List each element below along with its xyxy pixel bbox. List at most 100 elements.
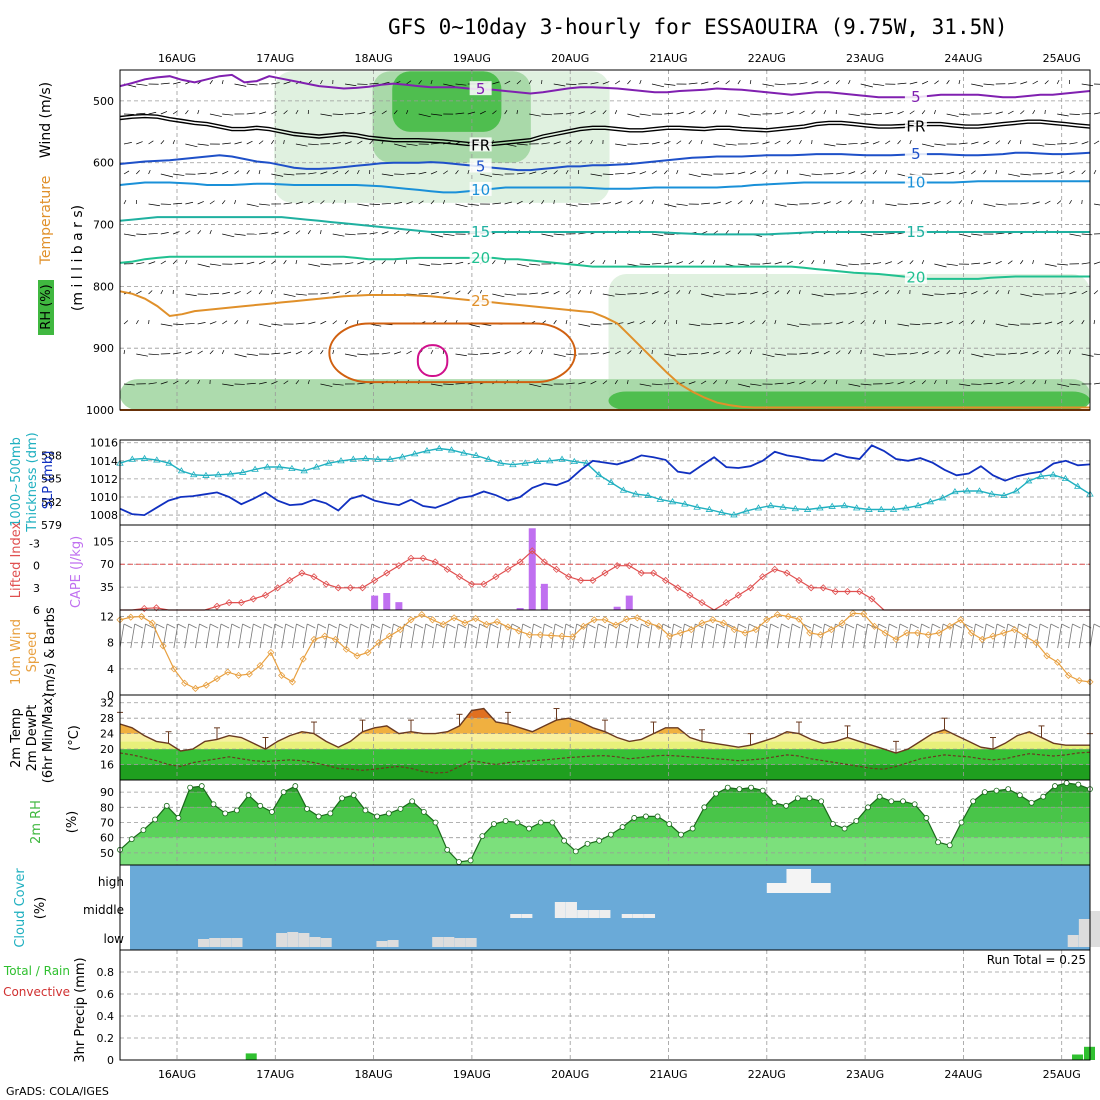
wind-barb [344,262,354,265]
rh-marker [946,842,953,849]
cloud-mid-block [632,914,644,918]
wind-speed-marker [730,626,738,634]
lifted-tick-label: 6 [33,604,40,617]
thickness-marker [1024,477,1033,484]
wind-barb [1020,293,1033,297]
surface-wind-barb [744,623,750,649]
wind-barb [1081,262,1091,265]
wind-speed-marker [816,631,825,639]
wind-barb [983,290,989,295]
cloud-mid-block [644,914,656,918]
bottom-date-label: 18AUG [355,1068,393,1081]
wind-barb [307,350,313,355]
wind-barb [393,259,397,265]
wind-barb [123,383,135,386]
wind-barb [676,140,682,145]
rh-marker [432,819,439,826]
wind-barb [971,141,979,145]
wind-barb [492,81,500,85]
thickness-marker [226,470,235,477]
wind-speed-marker [752,626,760,634]
wind-speed-marker [935,629,943,637]
wind-barb [541,383,553,386]
wind-barb [897,323,910,327]
rh-marker [643,813,649,820]
lifted-marker [140,604,148,613]
wind-barb [921,380,926,385]
wind-speed-marker [299,655,307,663]
temp-tick-label: 20 [100,743,114,756]
wind-barb [872,112,883,115]
wind-barb [553,233,565,236]
surface-wind-barb [917,623,922,649]
rh-marker [304,805,310,812]
rh-marker [865,804,871,811]
wind-barb [614,80,621,85]
wind-speed-marker [622,615,631,623]
wind-barb [725,200,732,205]
wind-barb [393,110,398,115]
contour-label-bg [904,146,927,161]
wind-barb [172,260,177,265]
surface-wind-barb [442,623,448,649]
cape-axis-label: CAPE (J/kg) [69,536,84,608]
surface-wind-barb [324,623,330,649]
surface-wind-barb-flag [565,623,575,629]
wind-barb [344,113,355,115]
wind-barb [602,81,610,85]
thickness-marker [263,463,272,470]
wind-tick-label: 8 [107,637,114,650]
wind-barb [836,143,847,145]
surface-wind-barb-flag [253,623,262,629]
temp-30-contour [328,322,577,384]
wind-barb [1020,110,1025,115]
thickness-marker [767,501,775,509]
wind-barb [922,143,935,148]
wind-barb [958,170,965,175]
surface-wind-barb-flag [457,623,467,629]
wind-barb [258,111,267,115]
rh-marker [257,802,264,809]
surface-wind-barb-flag [242,623,251,629]
wind-barb [332,199,336,205]
wind-barb [811,202,820,205]
temp-contour-line [119,255,1090,280]
wind-barb [700,110,706,115]
wind-barb [246,140,253,145]
wind-barb [455,112,465,115]
wind-speed-marker [385,632,394,640]
wind-barb [688,323,701,327]
temp-contour-line [119,73,1091,99]
top-date-label: 16AUG [158,52,196,65]
wind-barb [381,231,389,235]
wind-barb [737,113,750,117]
surface-wind-barb [302,623,308,649]
surface-wind-barb-flag [554,623,564,629]
rh-marker [479,833,486,840]
wind-barb [602,110,607,115]
wind-barb [406,350,412,355]
wind-barb [958,291,967,295]
cloud-unit-label: (%) [33,897,48,920]
lifted-marker [868,595,876,603]
wind-speed-marker [170,665,178,673]
wind-barb [283,380,289,385]
surface-wind-barb-flag [716,623,725,629]
wind-barb [295,201,304,205]
surface-wind-barb-flag [684,623,693,629]
temp-label-4: (°C) [67,725,82,751]
surface-wind-barb [518,623,524,649]
wind-barb [1093,290,1099,295]
wind-barb [504,293,516,296]
thickness-marker [693,503,701,510]
wind-barb [737,350,742,355]
wind-barb [946,200,952,205]
wind-barb [848,113,860,117]
wind-barb [430,79,433,85]
wind-barb [774,382,784,385]
wind-barb [700,139,703,145]
wind-barb [615,293,626,296]
wind-barb [529,113,541,117]
surface-wind-barb-flag [350,623,359,629]
wind-barb [1057,171,1065,175]
